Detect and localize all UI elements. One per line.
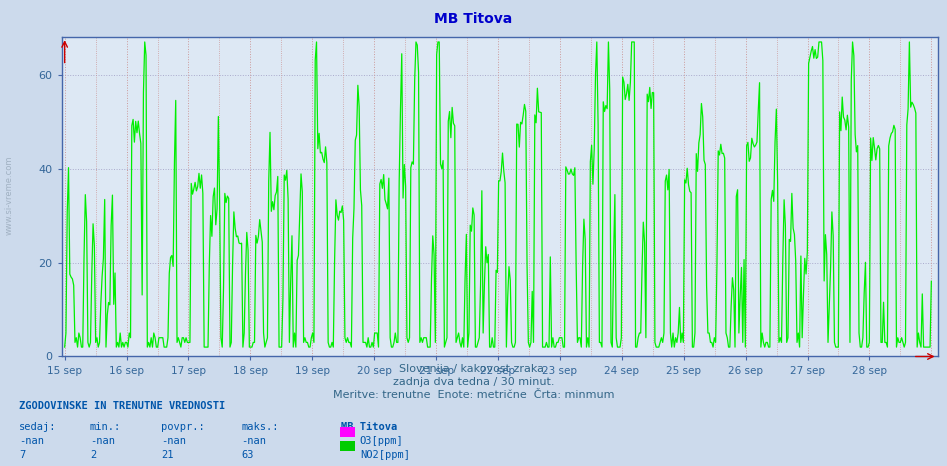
Text: 7: 7 bbox=[19, 450, 26, 459]
Text: 63: 63 bbox=[241, 450, 254, 459]
Text: -nan: -nan bbox=[241, 436, 266, 445]
Text: -nan: -nan bbox=[161, 436, 186, 445]
Text: min.:: min.: bbox=[90, 422, 121, 432]
Text: sedaj:: sedaj: bbox=[19, 422, 57, 432]
Text: Slovenija / kakovost zraka.: Slovenija / kakovost zraka. bbox=[400, 364, 547, 374]
Text: www.si-vreme.com: www.si-vreme.com bbox=[5, 156, 14, 235]
Text: 21: 21 bbox=[161, 450, 173, 459]
Text: maks.:: maks.: bbox=[241, 422, 279, 432]
Text: zadnja dva tedna / 30 minut.: zadnja dva tedna / 30 minut. bbox=[393, 377, 554, 387]
Text: -nan: -nan bbox=[90, 436, 115, 445]
Text: MB Titova: MB Titova bbox=[435, 12, 512, 26]
Text: MB Titova: MB Titova bbox=[341, 422, 397, 432]
Text: -nan: -nan bbox=[19, 436, 44, 445]
Text: Meritve: trenutne  Enote: metrične  Črta: minmum: Meritve: trenutne Enote: metrične Črta: … bbox=[332, 390, 615, 400]
Text: povpr.:: povpr.: bbox=[161, 422, 205, 432]
Text: ZGODOVINSKE IN TRENUTNE VREDNOSTI: ZGODOVINSKE IN TRENUTNE VREDNOSTI bbox=[19, 401, 225, 411]
Text: 2: 2 bbox=[90, 450, 97, 459]
Text: O3[ppm]: O3[ppm] bbox=[360, 436, 403, 445]
Text: NO2[ppm]: NO2[ppm] bbox=[360, 450, 410, 459]
